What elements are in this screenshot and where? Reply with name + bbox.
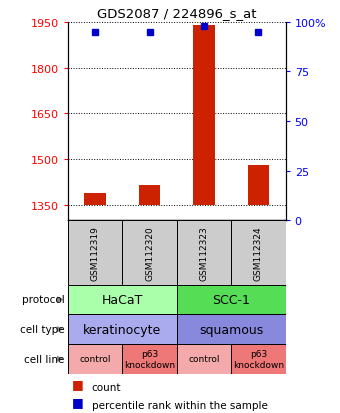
Text: p63
knockdown: p63 knockdown	[124, 349, 175, 369]
Bar	[248, 166, 269, 206]
FancyBboxPatch shape	[231, 221, 286, 285]
Title: GDS2087 / 224896_s_at: GDS2087 / 224896_s_at	[97, 7, 257, 20]
Text: control: control	[80, 354, 111, 363]
FancyBboxPatch shape	[177, 221, 231, 285]
FancyBboxPatch shape	[68, 315, 177, 344]
Text: SCC-1: SCC-1	[212, 293, 250, 306]
Bar	[84, 194, 106, 206]
FancyBboxPatch shape	[68, 344, 122, 374]
Text: percentile rank within the sample: percentile rank within the sample	[92, 400, 268, 410]
FancyBboxPatch shape	[177, 315, 286, 344]
FancyBboxPatch shape	[231, 344, 286, 374]
Text: GSM112324: GSM112324	[254, 226, 263, 280]
FancyBboxPatch shape	[177, 285, 286, 315]
FancyBboxPatch shape	[68, 285, 177, 315]
FancyBboxPatch shape	[122, 221, 177, 285]
FancyBboxPatch shape	[122, 344, 177, 374]
Bar	[193, 26, 215, 206]
Text: squamous: squamous	[199, 323, 263, 336]
Text: protocol: protocol	[22, 295, 65, 305]
Text: count: count	[92, 382, 121, 392]
Text: GSM112320: GSM112320	[145, 225, 154, 280]
Text: ■: ■	[71, 377, 83, 390]
Bar	[139, 186, 160, 206]
Text: HaCaT: HaCaT	[102, 293, 143, 306]
Text: keratinocyte: keratinocyte	[83, 323, 162, 336]
FancyBboxPatch shape	[68, 221, 122, 285]
Text: control: control	[188, 354, 220, 363]
FancyBboxPatch shape	[177, 344, 231, 374]
Text: GSM112323: GSM112323	[200, 225, 208, 280]
Text: cell type: cell type	[20, 324, 65, 335]
Text: GSM112319: GSM112319	[91, 225, 100, 280]
Text: ■: ■	[71, 395, 83, 408]
Text: p63
knockdown: p63 knockdown	[233, 349, 284, 369]
Text: cell line: cell line	[24, 354, 65, 364]
